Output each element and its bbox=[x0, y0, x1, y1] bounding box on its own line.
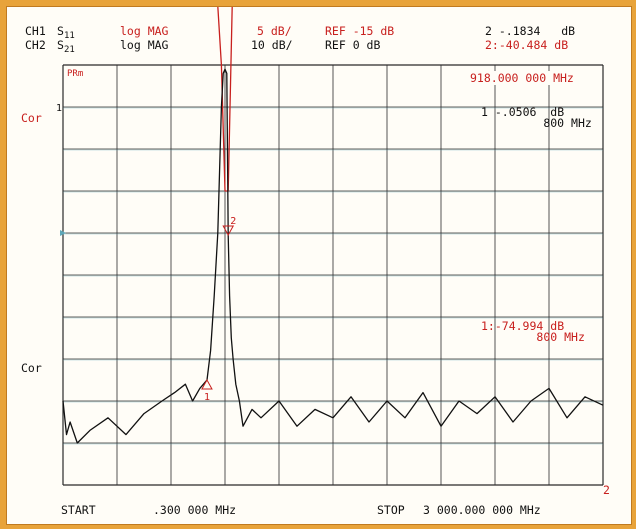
trace-plot: 11212 bbox=[56, 7, 604, 486]
marker1-ch1-readout: 1 -.0506 dB 800 MHz bbox=[481, 105, 592, 130]
cor-label-ch2: Cor bbox=[21, 361, 42, 375]
start-value: .300 000 MHz bbox=[153, 503, 237, 517]
ref-level-ch1: 1 bbox=[56, 103, 62, 114]
active-marker-freq: 918.000 000 MHz bbox=[467, 71, 577, 85]
ref-arrow-ch2 bbox=[60, 230, 66, 236]
ch2-format: log MAG bbox=[120, 38, 169, 52]
marker-2-ch2 bbox=[222, 225, 235, 237]
mark-symbol: PRm bbox=[67, 69, 84, 79]
marker-label: 2 bbox=[230, 216, 236, 227]
ch2-label: CH2 bbox=[25, 38, 46, 52]
ch1-ref: REF -15 dB bbox=[325, 24, 395, 38]
marker2-ch2-readout: 2:-40.484 dB bbox=[485, 38, 569, 52]
ch1-param: S11 bbox=[57, 24, 75, 41]
stop-value: 3 000.000 000 MHz bbox=[423, 503, 541, 517]
stop-label: STOP bbox=[377, 503, 405, 517]
ch1-label: CH1 bbox=[25, 24, 46, 38]
ch2-ref: REF 0 dB bbox=[325, 38, 381, 52]
marker2-ch1-readout: 2 -.1834 dB bbox=[485, 24, 576, 38]
analyzer-display: CH1 S11 log MAG 5 dB/ REF -15 dB CH2 S21… bbox=[6, 6, 632, 525]
cor-label-ch1: Cor bbox=[21, 111, 42, 125]
trace-ch2 bbox=[62, 68, 604, 444]
marker-label: 1 bbox=[204, 392, 210, 403]
ch2-scale: 10 dB/ bbox=[251, 38, 293, 52]
start-label: START bbox=[61, 503, 96, 517]
ch1-scale: 5 dB/ bbox=[257, 24, 292, 38]
ch2-param: S21 bbox=[57, 38, 75, 55]
marker1-ch2-readout: 1:-74.994 dB 800 MHz bbox=[481, 319, 585, 344]
ch1-format: log MAG bbox=[120, 24, 169, 38]
end-marker: 2 bbox=[603, 483, 610, 497]
marker-1-ch2 bbox=[201, 378, 213, 390]
